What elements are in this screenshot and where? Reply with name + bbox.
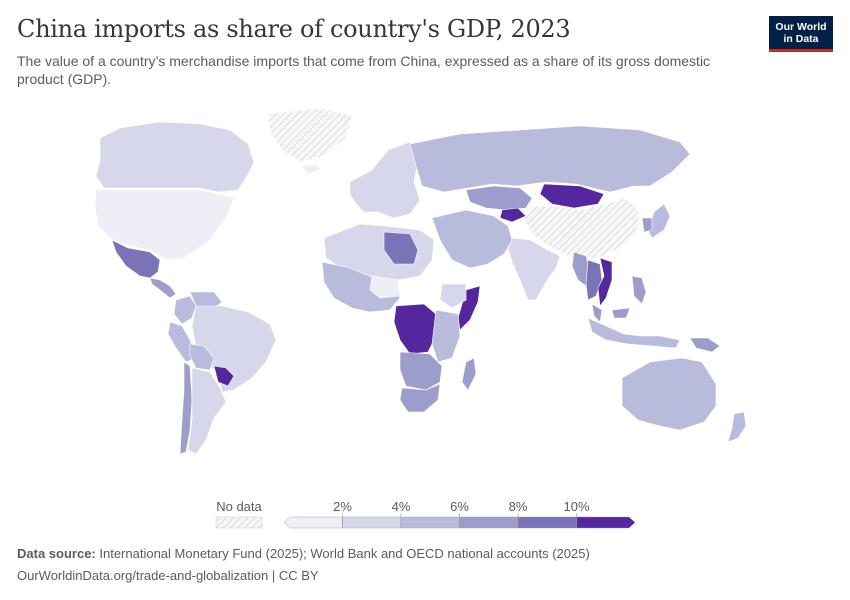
legend-tick-label-3: 8% <box>509 499 528 514</box>
region-colombia[interactable] <box>173 295 197 325</box>
region-south-korea[interactable] <box>641 217 653 233</box>
page-subtitle: The value of a country’s merchandise imp… <box>17 53 711 87</box>
region-dr-congo[interactable] <box>393 303 437 355</box>
region-east-africa[interactable] <box>431 309 461 363</box>
region-indonesia[interactable] <box>587 317 681 349</box>
region-peru[interactable] <box>167 321 197 363</box>
region-chile[interactable] <box>179 361 193 455</box>
legend-bin-5 <box>576 516 636 529</box>
map-regions <box>94 107 747 455</box>
legend-bin-1 <box>342 516 402 529</box>
region-new-zealand[interactable] <box>727 411 747 443</box>
region-mongolia[interactable] <box>539 183 605 209</box>
legend-bin-4 <box>517 516 577 529</box>
region-madagascar[interactable] <box>461 357 477 391</box>
region-bolivia[interactable] <box>189 343 215 371</box>
world-map[interactable] <box>0 100 850 490</box>
region-paraguay[interactable] <box>213 365 235 387</box>
data-source-label: Data source: <box>17 546 96 561</box>
data-source-text: International Monetary Fund (2025); Worl… <box>99 546 590 561</box>
color-legend: No data 2% 4% 6% 8% 10% <box>215 499 636 529</box>
owid-logo[interactable]: Our World in Data <box>769 16 833 52</box>
region-greenland[interactable] <box>267 107 353 163</box>
region-papua-new-guinea[interactable] <box>689 337 721 353</box>
region-russia[interactable] <box>409 125 691 193</box>
source-url[interactable]: OurWorldinData.org/trade-and-globalizati… <box>17 568 319 583</box>
logo-line-1: Our World <box>775 21 827 33</box>
region-niger[interactable] <box>369 275 401 299</box>
region-philippines[interactable] <box>631 275 647 305</box>
legend-bin-2 <box>400 516 460 529</box>
legend-bin-3 <box>459 516 519 529</box>
region-india[interactable] <box>507 237 561 301</box>
legend-tick-label-2: 6% <box>450 499 469 514</box>
region-west-africa[interactable] <box>321 261 401 313</box>
region-australia[interactable] <box>621 357 717 431</box>
legend-ticks: 2% 4% 6% 8% 10% <box>333 499 590 528</box>
legend-bin-0 <box>283 516 343 529</box>
legend-tick-label-1: 4% <box>392 499 411 514</box>
region-united-states[interactable] <box>94 189 235 261</box>
region-middle-east[interactable] <box>431 209 513 269</box>
legend-no-data-label: No data <box>216 499 262 514</box>
region-kazakhstan[interactable] <box>465 185 533 211</box>
page-title: China imports as share of country's GDP,… <box>17 15 571 43</box>
legend-tick-label-4: 10% <box>563 499 589 514</box>
region-china[interactable] <box>523 197 641 259</box>
logo-line-2: in Data <box>783 33 819 45</box>
region-mexico[interactable] <box>111 239 161 279</box>
region-kyrgyzstan[interactable] <box>499 207 527 223</box>
region-central-america[interactable] <box>149 277 177 299</box>
region-libya[interactable] <box>383 231 419 265</box>
region-malaysia[interactable] <box>591 303 631 323</box>
region-ethiopia[interactable] <box>439 283 467 309</box>
legend-tick-label-0: 2% <box>333 499 352 514</box>
data-source: Data source: International Monetary Fund… <box>17 546 590 561</box>
region-canada[interactable] <box>95 121 255 193</box>
region-iceland[interactable] <box>301 163 321 175</box>
legend-no-data-swatch <box>215 516 263 529</box>
region-europe[interactable] <box>349 141 421 219</box>
region-south-africa[interactable] <box>399 383 441 413</box>
region-argentina[interactable] <box>187 367 227 455</box>
region-vietnam[interactable] <box>597 257 613 307</box>
region-southern-africa[interactable] <box>399 351 443 391</box>
